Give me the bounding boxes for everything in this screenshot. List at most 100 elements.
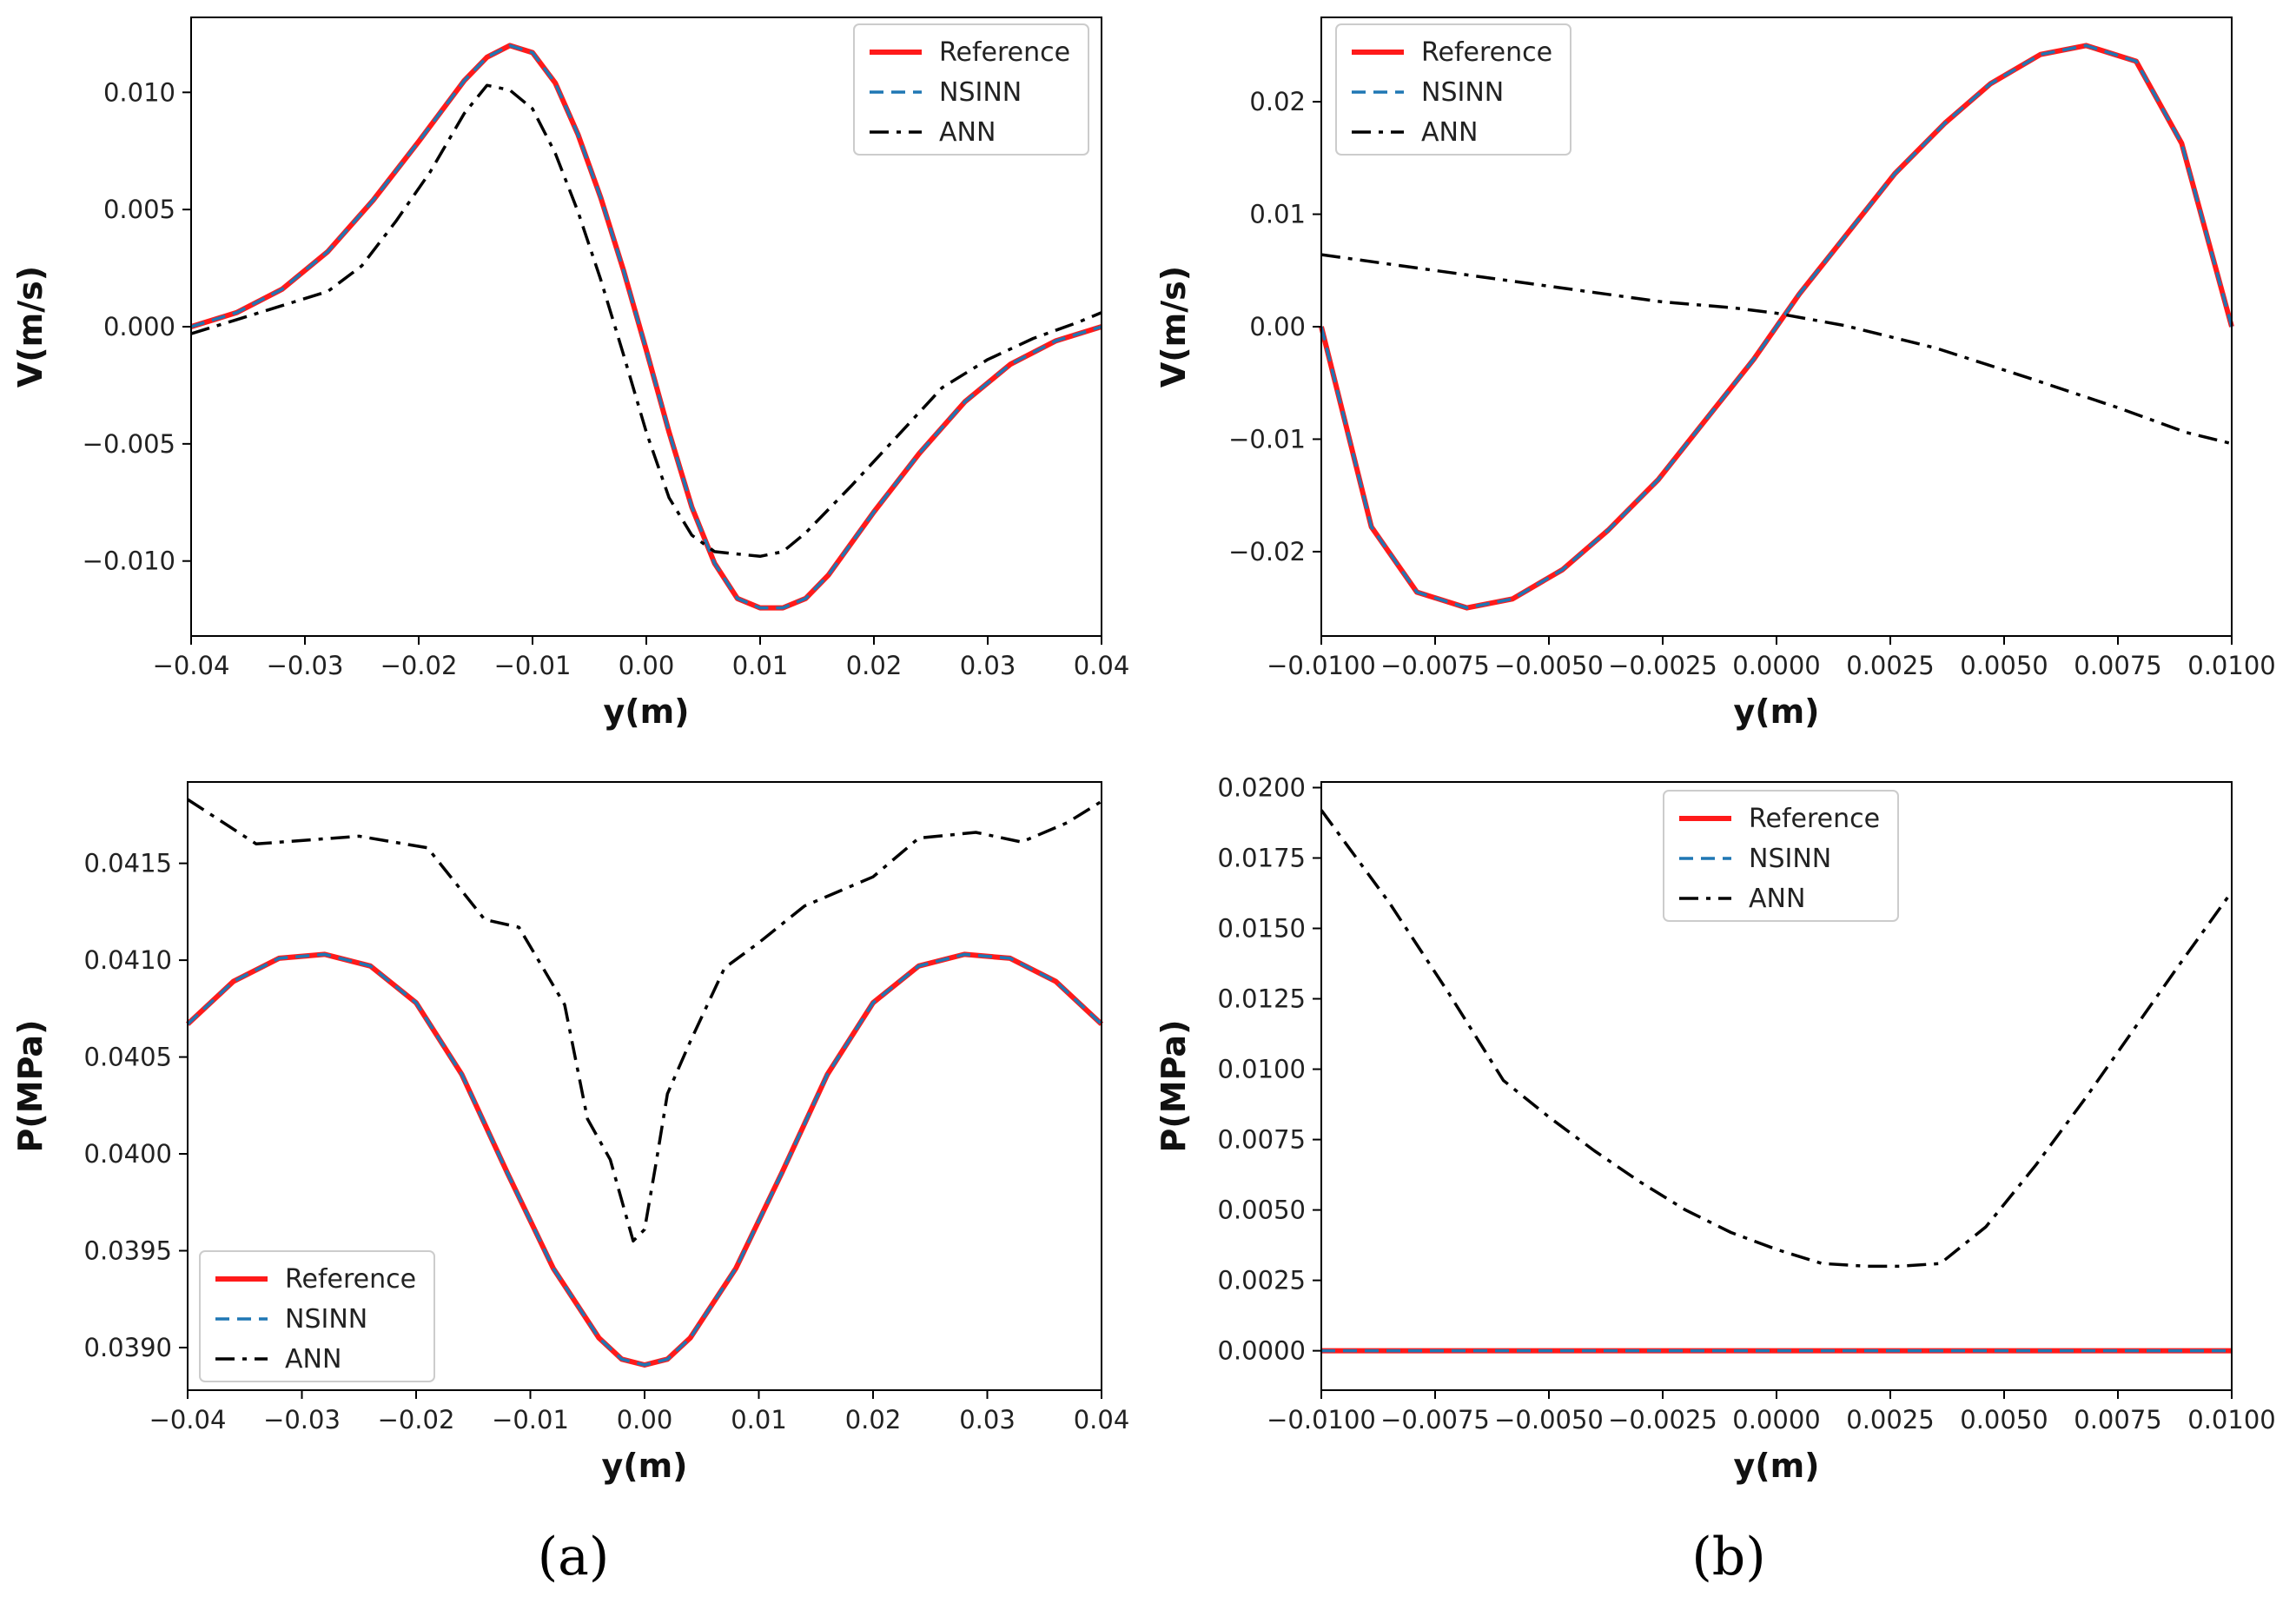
x-axis-label: y(m) — [1733, 1447, 1819, 1485]
y-tick-label: 0.0395 — [84, 1236, 172, 1265]
y-tick-label: 0.010 — [103, 77, 175, 107]
legend-label-reference: Reference — [1421, 37, 1552, 68]
series-line-nsinn — [1320, 43, 2233, 610]
x-tick-label: −0.01 — [494, 651, 572, 680]
legend-box — [1663, 790, 1899, 922]
y-tick-label: 0.0000 — [1218, 1336, 1306, 1366]
y-tick-label: −0.02 — [1228, 537, 1306, 566]
x-tick-label: −0.04 — [153, 651, 230, 680]
x-tick-label: 0.0000 — [1732, 651, 1820, 680]
x-tick-label: 0.00 — [619, 651, 675, 680]
x-tick-label: 0.0050 — [1960, 1405, 2048, 1434]
x-tick-label: −0.03 — [267, 651, 344, 680]
chart-top-right: −0.0100 −0.0075 −0.0050 −0.0025 0.0000 0.0025… — [1155, 17, 2276, 731]
y-tick-label: 0.0125 — [1218, 984, 1306, 1014]
x-tick-label: −0.03 — [263, 1405, 341, 1434]
x-tick-label: −0.0050 — [1494, 651, 1604, 680]
legend-box — [853, 23, 1089, 156]
x-tick-label: −0.0025 — [1608, 1405, 1717, 1434]
y-tick-label: 0.005 — [103, 195, 175, 224]
x-tick-label: 0.04 — [1074, 651, 1130, 680]
y-tick-label: 0.0075 — [1218, 1125, 1306, 1155]
series-line-nsinn — [186, 952, 1103, 1367]
x-tick-label: −0.04 — [149, 1405, 227, 1434]
x-tick-label: 0.0000 — [1732, 1405, 1820, 1434]
y-tick-label: 0.0410 — [84, 945, 172, 975]
y-tick-label: −0.010 — [83, 547, 175, 576]
legend-label-nsinn: NSINN — [285, 1304, 367, 1335]
chart-bottom-right: −0.0100 −0.0075 −0.0050 −0.0025 0.0000 0.0025… — [1155, 772, 2276, 1485]
x-tick-label: 0.0025 — [1846, 651, 1934, 680]
legend-label-nsinn: NSINN — [1749, 844, 1831, 874]
series-line-ann — [187, 798, 1102, 1243]
legend: Reference NSINN ANN — [853, 23, 1089, 156]
y-tick-label: 0.0390 — [84, 1333, 172, 1362]
series-line-ann — [1320, 809, 2233, 1269]
x-tick-label: 0.0075 — [2074, 651, 2161, 680]
legend-label-nsinn: NSINN — [939, 77, 1022, 108]
x-axis-label: y(m) — [1733, 692, 1819, 731]
y-tick-label: 0.0025 — [1218, 1266, 1306, 1295]
series-line-ann — [190, 83, 1102, 559]
legend-box — [1335, 23, 1571, 156]
legend-label-ann: ANN — [1749, 884, 1805, 914]
x-axis-label: y(m) — [601, 1447, 687, 1485]
x-tick-label: 0.01 — [731, 1405, 787, 1434]
x-tick-label: 0.04 — [1074, 1405, 1130, 1434]
legend-label-ann: ANN — [285, 1344, 341, 1375]
y-tick-label: 0.0050 — [1218, 1196, 1306, 1225]
x-tick-label: 0.0100 — [2187, 651, 2275, 680]
y-axis-label: P(MPa) — [1155, 1020, 1193, 1153]
y-tick-label: 0.0400 — [84, 1139, 172, 1169]
legend-label-reference: Reference — [285, 1264, 416, 1295]
y-tick-label: 0.0405 — [84, 1043, 172, 1072]
series-line-ann — [1320, 253, 2233, 446]
y-axis-label: V(m/s) — [1155, 266, 1193, 388]
x-tick-label: 0.02 — [845, 1405, 902, 1434]
y-tick-label: 0.000 — [103, 312, 175, 341]
x-tick-label: −0.0075 — [1380, 651, 1490, 680]
chart-top-left: −0.04 −0.03 −0.02 −0.01 0.00 0.01 0.02 0.03 0.04… — [11, 17, 1129, 731]
x-axis-label: y(m) — [603, 692, 689, 731]
y-tick-label: 0.00 — [1249, 312, 1306, 341]
y-tick-label: 0.0200 — [1218, 772, 1306, 802]
x-tick-label: −0.0025 — [1608, 651, 1717, 680]
x-tick-label: 0.0075 — [2074, 1405, 2161, 1434]
y-tick-label: 0.0415 — [84, 849, 172, 878]
y-tick-label: −0.01 — [1228, 424, 1306, 454]
y-tick-label: 0.01 — [1249, 200, 1306, 229]
legend-label-ann: ANN — [939, 117, 996, 148]
x-tick-label: 0.0025 — [1846, 1405, 1934, 1434]
x-tick-label: 0.02 — [846, 651, 903, 680]
y-tick-label: 0.02 — [1249, 87, 1306, 116]
x-tick-label: 0.0050 — [1960, 651, 2048, 680]
x-tick-label: 0.01 — [732, 651, 789, 680]
y-tick-label: −0.005 — [83, 429, 175, 459]
x-tick-label: −0.01 — [492, 1405, 569, 1434]
legend-label-ann: ANN — [1421, 117, 1478, 148]
y-axis-label: P(MPa) — [11, 1020, 50, 1153]
x-tick-label: −0.0075 — [1380, 1405, 1490, 1434]
legend-label-nsinn: NSINN — [1421, 77, 1504, 108]
x-tick-label: −0.0100 — [1267, 1405, 1376, 1434]
y-axis-label: V(m/s) — [11, 266, 50, 388]
x-tick-label: −0.0050 — [1494, 1405, 1604, 1434]
series-line-reference — [190, 43, 1102, 611]
x-tick-label: 0.0100 — [2187, 1405, 2275, 1434]
x-tick-label: −0.02 — [380, 651, 458, 680]
legend: Reference NSINN ANN — [199, 1250, 435, 1382]
legend-label-reference: Reference — [939, 37, 1070, 68]
x-tick-label: 0.03 — [960, 651, 1016, 680]
y-tick-label: 0.0100 — [1218, 1055, 1306, 1084]
legend: Reference NSINN ANN — [1663, 790, 1899, 922]
x-tick-label: 0.03 — [959, 1405, 1016, 1434]
legend-box — [199, 1250, 435, 1382]
legend-label-reference: Reference — [1749, 804, 1880, 834]
y-tick-label: 0.0150 — [1218, 914, 1306, 944]
chart-bottom-left: −0.04 −0.03 −0.02 −0.01 0.00 0.01 0.02 0.03 0.04… — [11, 781, 1130, 1485]
y-tick-label: 0.0175 — [1218, 844, 1306, 873]
legend: Reference NSINN ANN — [1335, 23, 1571, 156]
x-tick-label: −0.02 — [378, 1405, 455, 1434]
x-tick-label: 0.00 — [617, 1405, 673, 1434]
